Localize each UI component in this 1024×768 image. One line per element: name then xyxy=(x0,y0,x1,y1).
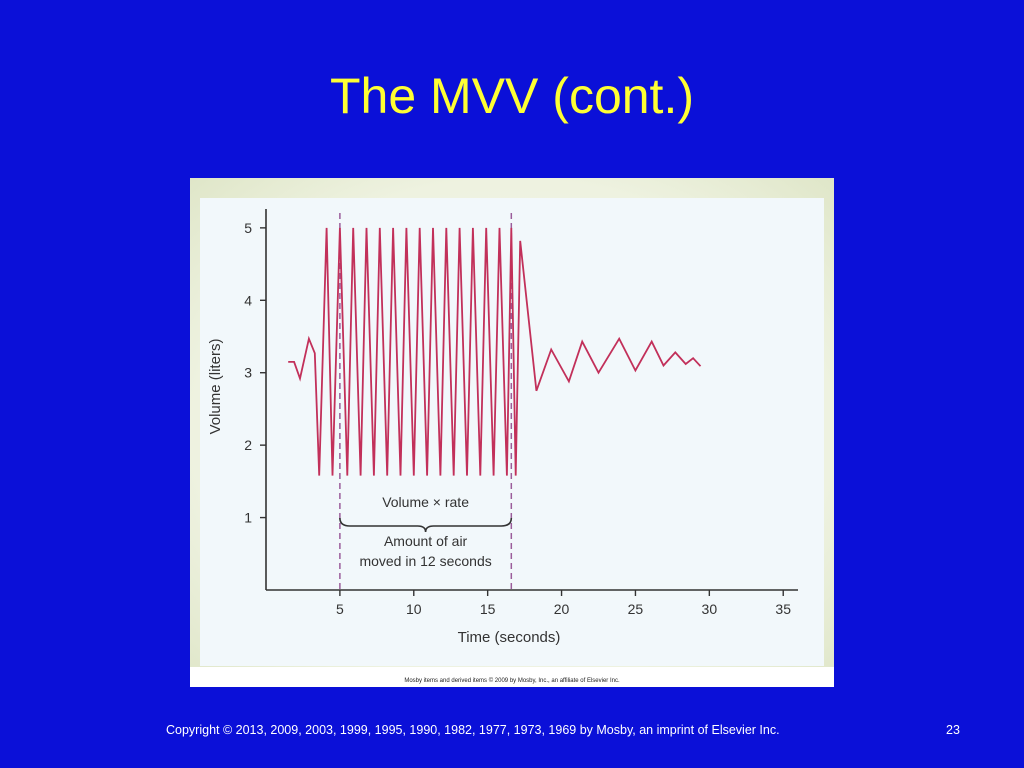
x-tick-label: 25 xyxy=(628,601,644,617)
footer-copyright: Copyright © 2013, 2009, 2003, 1999, 1995… xyxy=(166,723,780,737)
mvv-chart: 5 10 15 20 25 30 35 1 2 3 4 5 Time (seconds) Volume (… xyxy=(207,209,798,646)
figure-caption-bar xyxy=(190,667,834,687)
x-tick-label: 20 xyxy=(554,601,570,617)
y-tick-label: 2 xyxy=(244,437,252,453)
x-tick-label: 15 xyxy=(480,601,496,617)
slide-title: The MVV (cont.) xyxy=(330,68,694,124)
figure-frame: 5 10 15 20 25 30 35 1 2 3 4 5 Time (seconds) Volume (… xyxy=(190,178,834,687)
y-tick-label: 1 xyxy=(244,510,252,526)
annotation-moved-in-12-seconds: moved in 12 seconds xyxy=(359,553,491,569)
y-tick-label: 5 xyxy=(244,220,252,236)
y-axis-label: Volume (liters) xyxy=(207,339,224,435)
figure-credit: Mosby items and derived items © 2009 by … xyxy=(404,678,620,684)
x-tick-label: 5 xyxy=(336,601,344,617)
volume-trace xyxy=(288,227,702,476)
y-tick-label: 4 xyxy=(244,292,252,308)
x-tick-label: 35 xyxy=(775,601,791,617)
x-axis-label: Time (seconds) xyxy=(458,629,561,646)
y-tick-label: 3 xyxy=(244,365,252,381)
annotation-brace xyxy=(339,517,513,533)
x-tick-label: 30 xyxy=(702,601,718,617)
annotation-volume-rate: Volume × rate xyxy=(382,494,469,510)
x-tick-label: 10 xyxy=(406,601,422,617)
annotation-amount-of-air: Amount of air xyxy=(384,533,468,549)
page-number: 23 xyxy=(946,723,960,737)
